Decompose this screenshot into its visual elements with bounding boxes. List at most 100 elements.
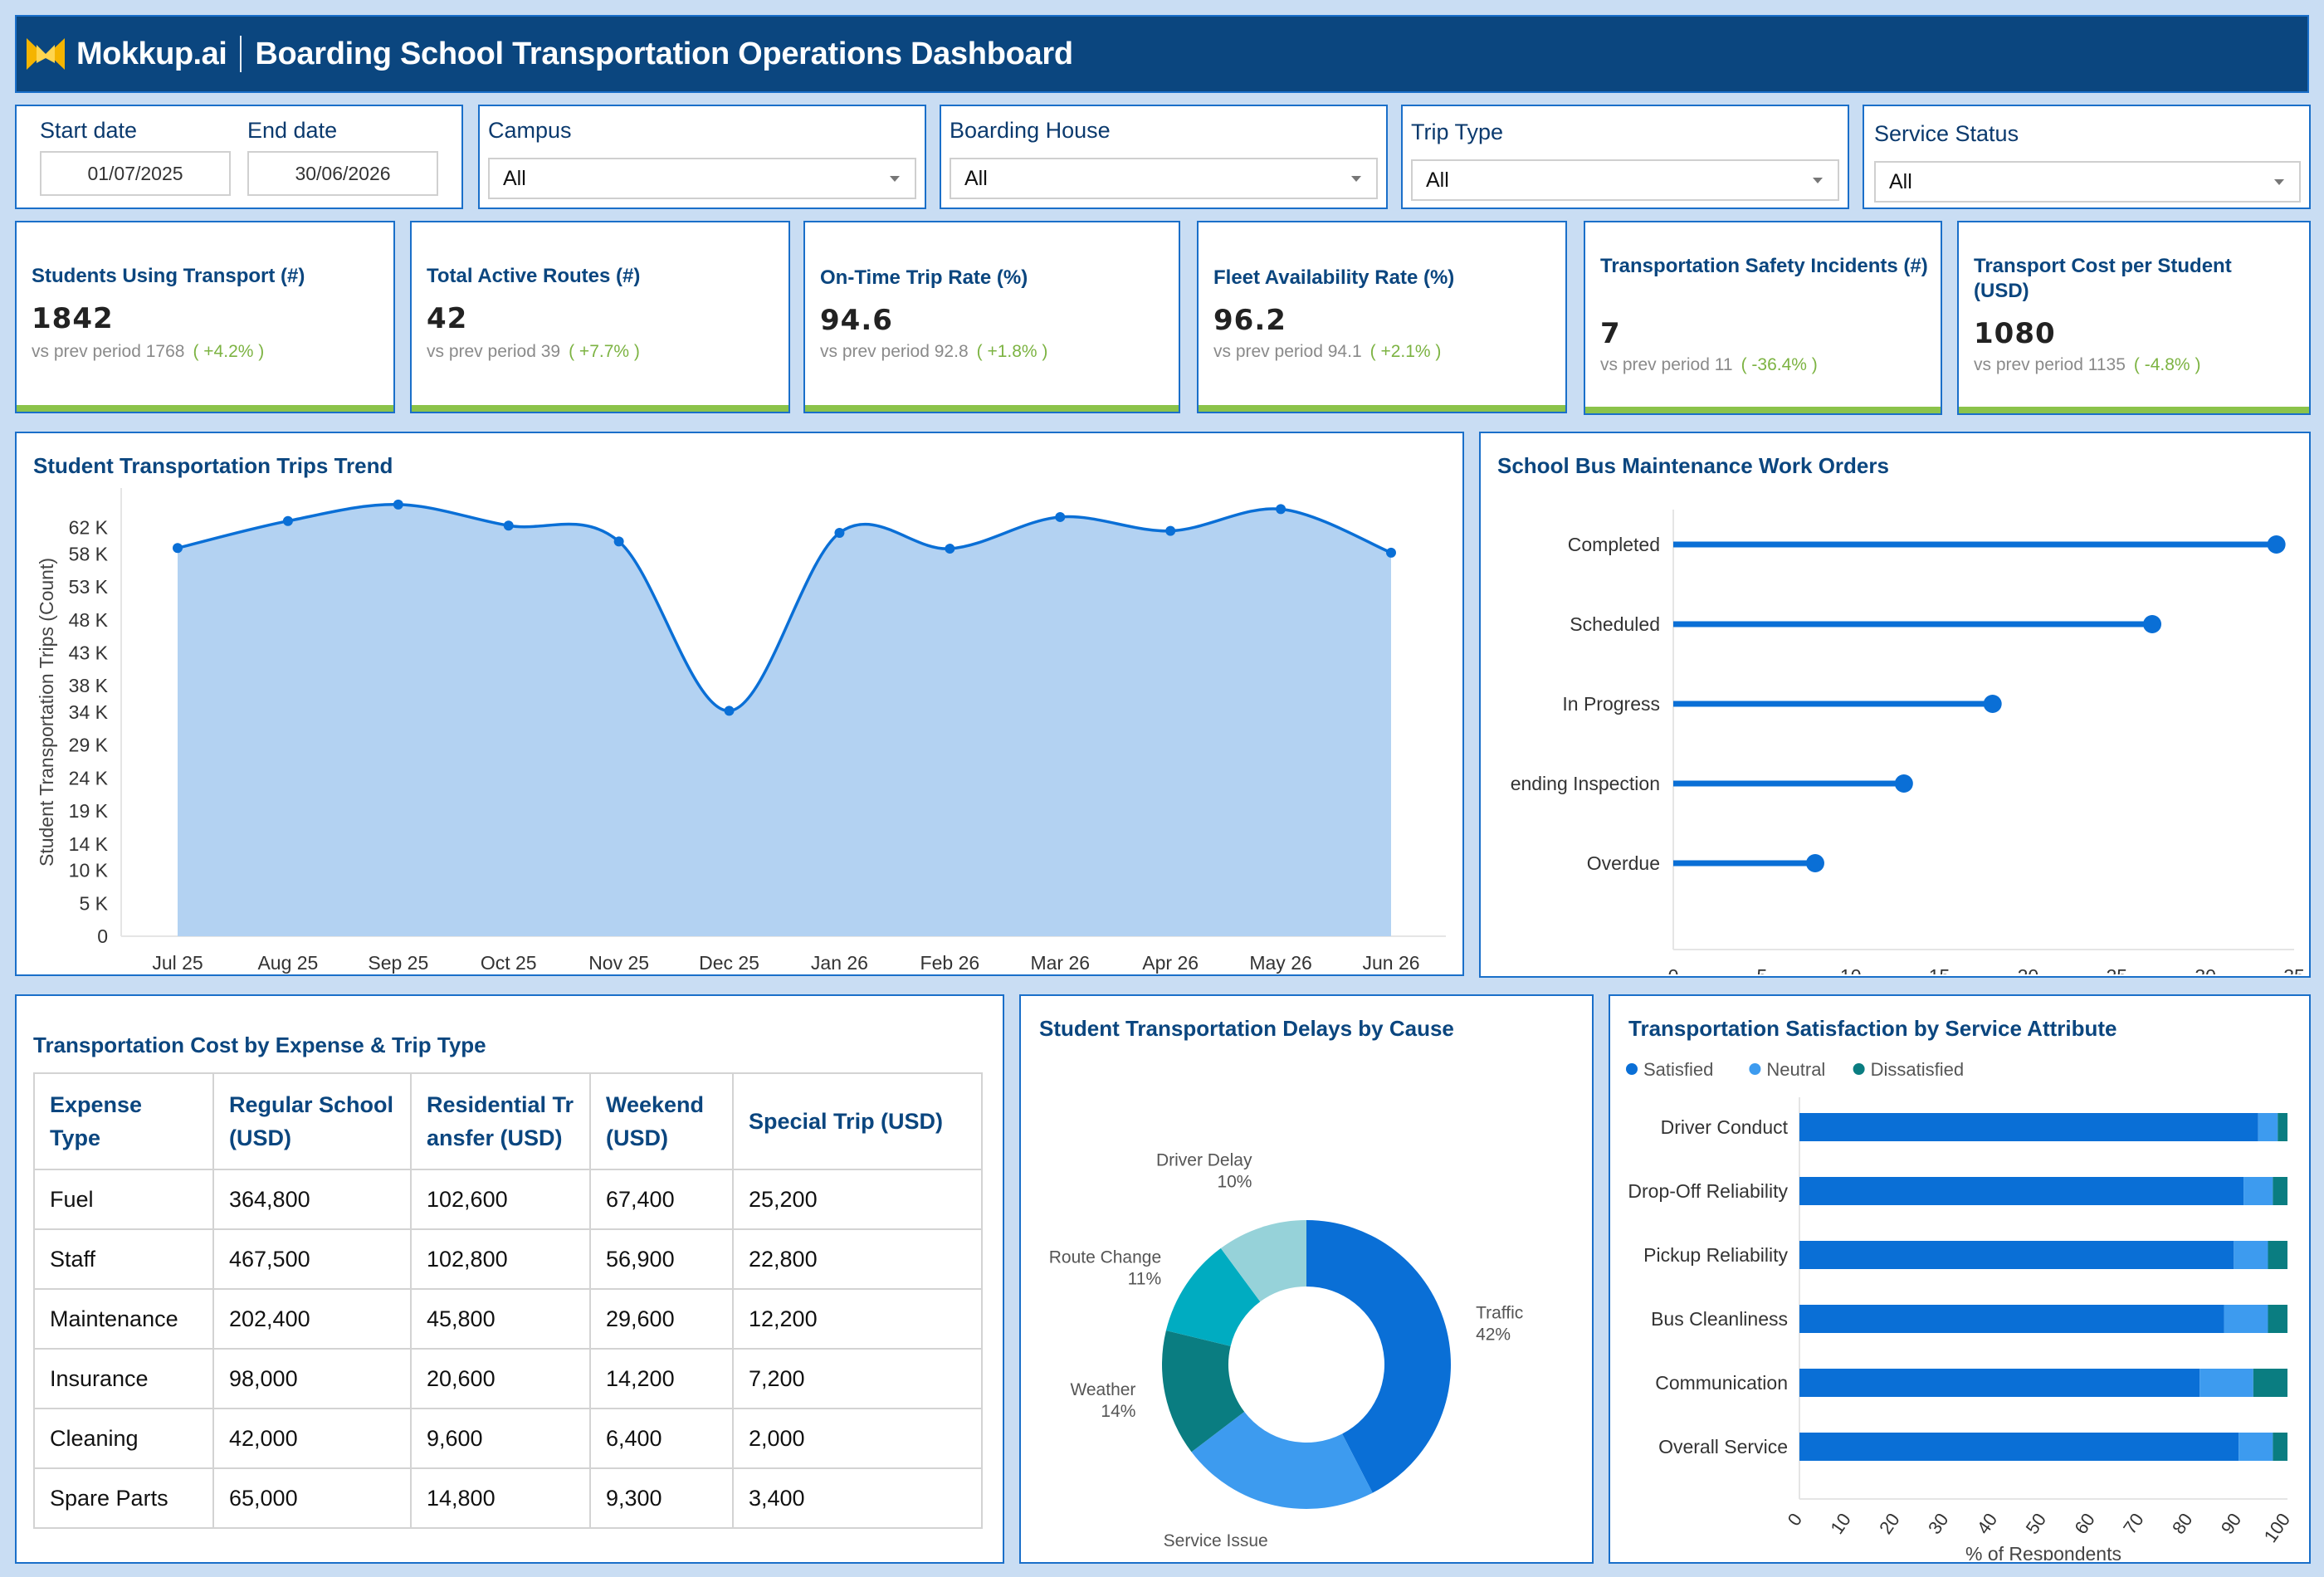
kpi-comparison: vs prev period 92.8( +1.8% )	[820, 342, 1048, 361]
stacked-bar-segment[interactable]	[1799, 1177, 2244, 1205]
kpi-value: 1842	[32, 302, 114, 335]
boarding-house-selected-value: All	[964, 167, 988, 190]
stacked-bar-segment[interactable]	[1799, 1305, 2224, 1333]
maintenance-panel: School Bus Maintenance Work Orders 0 5 10 1…	[1479, 432, 2311, 978]
stacked-bar-segment[interactable]	[2239, 1433, 2273, 1461]
expense-type-cell: Maintenance	[33, 1288, 214, 1350]
slice-percent: 14%	[1101, 1402, 1135, 1421]
trend-point[interactable]	[1165, 525, 1176, 536]
legend-marker	[1749, 1063, 1761, 1075]
legend-label[interactable]: Dissatisfied	[1871, 1059, 1964, 1080]
kpi-comparison: vs prev period 11( -36.4% )	[1600, 355, 1818, 374]
kpi-accent-bar	[1199, 405, 1565, 412]
start-date-input[interactable]: 01/07/2025	[40, 151, 231, 196]
lollipop-head[interactable]	[1805, 854, 1824, 872]
cost-cell: 25,200	[732, 1169, 983, 1230]
x-tick-label: Aug 25	[257, 952, 318, 974]
campus-label: Campus	[488, 118, 572, 143]
stacked-bar-segment[interactable]	[2278, 1113, 2287, 1141]
donut-slice[interactable]	[1220, 1220, 1306, 1302]
trend-point[interactable]	[393, 499, 403, 510]
campus-filter: Campus All	[478, 105, 926, 209]
x-tick-label: Jul 25	[152, 952, 203, 974]
campus-select[interactable]: All	[488, 158, 916, 199]
category-label: Bus Cleanliness	[1651, 1308, 1788, 1330]
kpi-card-incidents[interactable]: Transportation Safety Incidents (#) 7 vs…	[1584, 221, 1942, 415]
stacked-bar-segment[interactable]	[2253, 1369, 2287, 1397]
stacked-bar-segment[interactable]	[1799, 1113, 2258, 1141]
kpi-comparison: vs prev period 39( +7.7% )	[427, 342, 640, 361]
y-tick-label: 38 K	[69, 675, 109, 696]
cost-cell: 14,800	[410, 1467, 591, 1529]
kpi-card-students[interactable]: Students Using Transport (#) 1842 vs pre…	[15, 221, 395, 413]
lollipop-head[interactable]	[2267, 535, 2286, 554]
trend-point[interactable]	[834, 528, 845, 538]
donut-slice[interactable]	[1165, 1247, 1261, 1346]
kpi-accent-bar	[1585, 407, 1941, 413]
stacked-bar-segment[interactable]	[2273, 1177, 2287, 1205]
stacked-bar-segment[interactable]	[2268, 1305, 2287, 1333]
x-tick-label: 20	[2018, 965, 2039, 974]
kpi-value: 7	[1600, 317, 1621, 350]
stacked-bar-segment[interactable]	[2268, 1241, 2287, 1269]
lollipop-head[interactable]	[1983, 695, 2002, 713]
stacked-bar-segment[interactable]	[1799, 1433, 2239, 1461]
column-header[interactable]: Weekend (USD)	[589, 1072, 734, 1170]
lollipop-head[interactable]	[1894, 774, 1913, 793]
trend-point[interactable]	[173, 543, 183, 554]
stacked-bar-segment[interactable]	[2224, 1305, 2268, 1333]
stacked-bar-segment[interactable]	[2234, 1241, 2268, 1269]
x-tick-label: 5	[1756, 965, 1767, 974]
y-tick-label: 19 K	[69, 800, 109, 822]
kpi-card-cost-per-student[interactable]: Transport Cost per Student (USD) 1080 vs…	[1957, 221, 2311, 415]
category-label: Overdue	[1587, 852, 1660, 874]
end-date-input[interactable]: 30/06/2026	[247, 151, 438, 196]
slice-label: Service Issue	[1164, 1531, 1268, 1550]
cost-cell: 102,800	[410, 1228, 591, 1290]
kpi-card-on-time[interactable]: On-Time Trip Rate (%) 94.6 vs prev perio…	[803, 221, 1180, 413]
stacked-bar-segment[interactable]	[2200, 1369, 2253, 1397]
x-tick-label: Dec 25	[699, 952, 759, 974]
brand-name[interactable]: Mokkup.ai	[76, 36, 227, 71]
trend-point[interactable]	[1276, 504, 1286, 515]
category-label: Driver Conduct	[1661, 1116, 1789, 1138]
trend-point[interactable]	[282, 515, 293, 526]
service-status-label: Service Status	[1874, 121, 2019, 146]
trend-point[interactable]	[613, 536, 624, 547]
donut-slice[interactable]	[1162, 1330, 1245, 1452]
kpi-title: Transportation Safety Incidents (#)	[1600, 255, 1928, 277]
kpi-comparison: vs prev period 1768( +4.2% )	[32, 342, 265, 361]
stacked-bar-segment[interactable]	[1799, 1241, 2234, 1269]
campus-selected-value: All	[503, 167, 526, 190]
expense-type-cell: Fuel	[33, 1169, 214, 1230]
y-tick-label: 58 K	[69, 543, 109, 564]
lollipop-head[interactable]	[2143, 615, 2162, 633]
kpi-title: Fleet Availability Rate (%)	[1213, 266, 1455, 289]
stacked-bar-segment[interactable]	[2258, 1113, 2278, 1141]
column-header[interactable]: Residential Tr ansfer (USD)	[410, 1072, 591, 1170]
donut-slice[interactable]	[1191, 1411, 1373, 1509]
trend-point[interactable]	[503, 520, 514, 531]
category-label: ending Inspection	[1511, 773, 1660, 794]
stacked-bar-segment[interactable]	[1799, 1369, 2200, 1397]
trend-point[interactable]	[1386, 547, 1396, 558]
stacked-bar-segment[interactable]	[2243, 1177, 2273, 1205]
slice-label: Traffic	[1476, 1303, 1523, 1322]
legend-label[interactable]: Satisfied	[1643, 1059, 1713, 1080]
kpi-card-routes[interactable]: Total Active Routes (#) 42 vs prev perio…	[410, 221, 790, 413]
column-header[interactable]: Regular School (USD)	[212, 1072, 412, 1170]
legend-label[interactable]: Neutral	[1766, 1059, 1825, 1080]
trend-point[interactable]	[945, 544, 955, 554]
cost-cell: 102,600	[410, 1169, 591, 1230]
donut-slice[interactable]	[1306, 1220, 1451, 1493]
trend-point[interactable]	[724, 706, 735, 716]
column-header[interactable]: Special Trip (USD)	[732, 1072, 983, 1170]
trend-point[interactable]	[1055, 511, 1066, 522]
column-header[interactable]: Expense Type	[33, 1072, 214, 1170]
x-tick-label: 15	[1929, 965, 1950, 974]
boarding-house-select[interactable]: All	[950, 158, 1378, 199]
service-status-select[interactable]: All	[1874, 161, 2301, 203]
trip-type-select[interactable]: All	[1411, 159, 1839, 201]
stacked-bar-segment[interactable]	[2273, 1433, 2287, 1461]
kpi-card-fleet[interactable]: Fleet Availability Rate (%) 96.2 vs prev…	[1197, 221, 1567, 413]
